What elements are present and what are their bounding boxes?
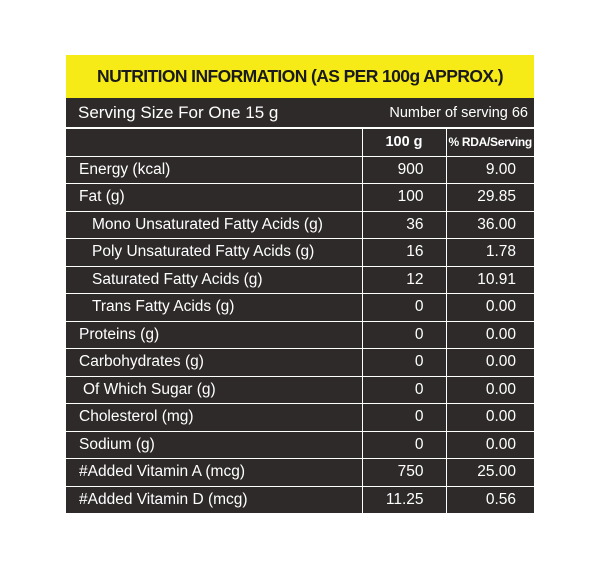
table-cell: Proteins (g) [66, 320, 363, 349]
table-row: Fat (g) 100 29.85 [66, 183, 534, 212]
title: NUTRITION INFORMATION (AS PER 100g APPRO… [66, 55, 534, 98]
table-cell: #Added Vitamin A (mcg) [66, 458, 363, 487]
table-cell: 0 [361, 348, 447, 377]
table-cell: 36.00 [445, 210, 534, 239]
table-cell: 0.00 [445, 348, 534, 377]
table-cell: Of Which Sugar (g) [66, 375, 363, 404]
table-cell: 16 [361, 238, 447, 267]
table-cell: 25.00 [445, 458, 534, 487]
table-row: Carbohydrates (g) 0 0.00 [66, 348, 534, 377]
table-cell: 12 [361, 265, 447, 294]
table-row: Mono Unsaturated Fatty Acids (g) 36 36.00 [66, 210, 534, 239]
table-cell: 0 [361, 403, 447, 432]
table-row: Cholesterol (mg) 0 0.00 [66, 403, 534, 432]
table-cell: Saturated Fatty Acids (g) [66, 265, 363, 294]
table-cell: 11.25 [361, 485, 447, 514]
table-cell: 29.85 [445, 183, 534, 212]
table-row: Of Which Sugar (g) 0 0.00 [66, 375, 534, 404]
table-cell: 36 [361, 210, 447, 239]
table-cell: 0 [361, 320, 447, 349]
table-row: Trans Fatty Acids (g) 0 0.00 [66, 293, 534, 322]
table-cell: 0 [361, 293, 447, 322]
nutrition-card: NUTRITION INFORMATION (AS PER 100g APPRO… [66, 55, 534, 514]
table-row: Proteins (g) 0 0.00 [66, 320, 534, 349]
serving-count: Number of serving 66 [389, 104, 528, 121]
nutrition-table: 100 g % RDA/Serving Energy (kcal) 900 9.00… [66, 128, 534, 514]
table-cell: 10.91 [445, 265, 534, 294]
table-cell: 0 [361, 430, 447, 459]
table-cell: Cholesterol (mg) [66, 403, 363, 432]
table-cell: 0.00 [445, 403, 534, 432]
table-row: Sodium (g) 0 0.00 [66, 430, 534, 459]
table-row: Energy (kcal) 900 9.00 [66, 155, 534, 184]
header-row: 100 g % RDA/Serving [66, 128, 534, 157]
table-cell: 0.56 [445, 485, 534, 514]
table-cell: Poly Unsaturated Fatty Acids (g) [66, 238, 363, 267]
serving-size: Serving Size For One 15 g [78, 102, 279, 122]
header-cell: % RDA/Serving [445, 128, 534, 157]
table-cell: Trans Fatty Acids (g) [66, 293, 363, 322]
table-head: 100 g % RDA/Serving [66, 128, 534, 157]
table-cell: Sodium (g) [66, 430, 363, 459]
table-row: Poly Unsaturated Fatty Acids (g) 16 1.78 [66, 238, 534, 267]
table-row: #Added Vitamin D (mcg) 11.25 0.56 [66, 485, 534, 514]
table-cell: Carbohydrates (g) [66, 348, 363, 377]
table-cell: 0.00 [445, 320, 534, 349]
table-cell: 0 [361, 375, 447, 404]
table-row: #Added Vitamin A (mcg) 750 25.00 [66, 458, 534, 487]
table-cell: 100 [361, 183, 447, 212]
table-cell: 0.00 [445, 293, 534, 322]
table-cell: Mono Unsaturated Fatty Acids (g) [66, 210, 363, 239]
table-body: Energy (kcal) 900 9.00 Fat (g) 100 29.85 Mono … [66, 155, 534, 514]
table-cell: #Added Vitamin D (mcg) [66, 485, 363, 514]
table-cell: 750 [361, 458, 447, 487]
table-cell: 900 [361, 155, 447, 184]
serving-row: Serving Size For One 15 g Number of serv… [66, 98, 534, 128]
header-cell [66, 128, 363, 157]
table-cell: 9.00 [445, 155, 534, 184]
table-cell: 0.00 [445, 430, 534, 459]
table-row: Saturated Fatty Acids (g) 12 10.91 [66, 265, 534, 294]
table-cell: 0.00 [445, 375, 534, 404]
table-cell: Fat (g) [66, 183, 363, 212]
header-cell: 100 g [361, 128, 447, 157]
table-cell: Energy (kcal) [66, 155, 363, 184]
table-cell: 1.78 [445, 238, 534, 267]
